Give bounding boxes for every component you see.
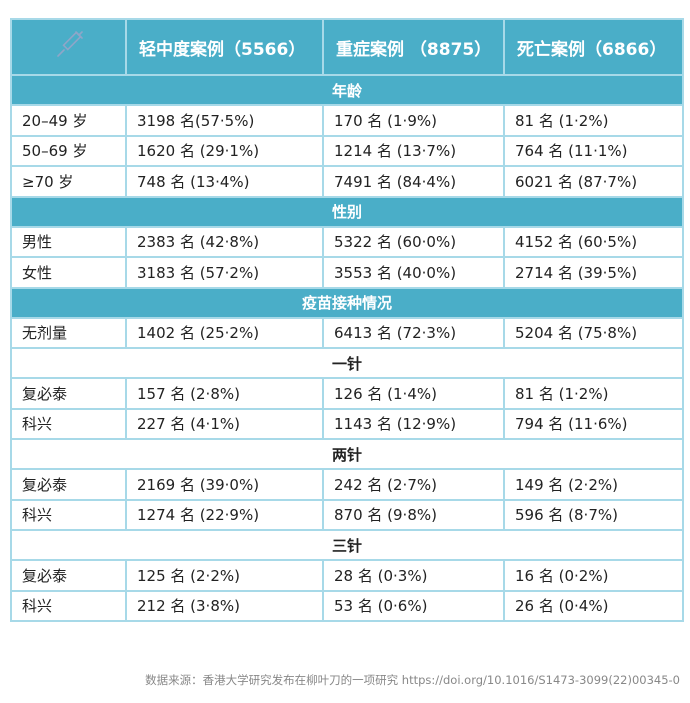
data-cell: 6413 名 (72·3%) [322, 316, 505, 349]
row-label: 复必泰 [10, 377, 127, 410]
header-row: 轻中度案例（5566） 重症案例 （8875） 死亡案例（6866） [10, 18, 684, 76]
data-row: 复必泰 2169 名 (39·0%) 242 名 (2·7%) 149 名 (2·2%… [10, 468, 684, 501]
data-cell: 764 名 (11·1%) [503, 134, 684, 167]
data-row: 科兴 1274 名 (22·9%) 870 名 (9·8%) 596 名 (8·7%) [10, 498, 684, 531]
row-label: 复必泰 [10, 468, 127, 501]
section-row: 年龄 [10, 74, 684, 106]
data-row: 无剂量 1402 名 (25·2%) 6413 名 (72·3%) 5204 名 (7… [10, 316, 684, 349]
section-title: 年龄 [10, 74, 684, 106]
data-row: ≥70 岁 748 名 (13·4%) 7491 名 (84·4%) 6021 名 (… [10, 165, 684, 198]
data-cell: 7491 名 (84·4%) [322, 165, 505, 198]
section-title: 疫苗接种情况 [10, 286, 684, 319]
data-row: 科兴 227 名 (4·1%) 1143 名 (12·9%) 794 名 (11·6%… [10, 407, 684, 440]
data-cell: 794 名 (11·6%) [503, 407, 684, 440]
row-label: 50–69 岁 [10, 134, 127, 167]
data-cell: 81 名 (1·2%) [503, 104, 684, 137]
data-cell: 157 名 (2·8%) [125, 377, 324, 410]
row-label: 复必泰 [10, 559, 127, 592]
data-cell: 870 名 (9·8%) [322, 498, 505, 531]
data-cell: 149 名 (2·2%) [503, 468, 684, 501]
section-row: 一针 [10, 347, 684, 379]
data-row: 20–49 岁 3198 名(57·5%) 170 名 (1·9%) 81 名 (1·… [10, 104, 684, 137]
data-cell: 3198 名(57·5%) [125, 104, 324, 137]
row-label: 女性 [10, 256, 127, 289]
data-cell: 26 名 (0·4%) [503, 589, 684, 622]
header-cell: 轻中度案例（5566） [125, 18, 324, 76]
data-row: 男性 2383 名 (42·8%) 5322 名 (60·0%) 4152 名 (60… [10, 225, 684, 258]
section-title: 三针 [10, 529, 684, 561]
section-row: 两针 [10, 438, 684, 470]
data-cell: 5204 名 (75·8%) [503, 316, 684, 349]
data-cell: 16 名 (0·2%) [503, 559, 684, 592]
icon-cell [10, 18, 127, 76]
data-cell: 1143 名 (12·9%) [322, 407, 505, 440]
data-cell: 242 名 (2·7%) [322, 468, 505, 501]
data-cell: 227 名 (4·1%) [125, 407, 324, 440]
data-cell: 1620 名 (29·1%) [125, 134, 324, 167]
data-cell: 125 名 (2·2%) [125, 559, 324, 592]
data-cell: 2169 名 (39·0%) [125, 468, 324, 501]
data-cell: 2383 名 (42·8%) [125, 225, 324, 258]
data-cell: 5322 名 (60·0%) [322, 225, 505, 258]
source-note: 数据来源：香港大学研究发布在柳叶刀的一项研究 https://doi.org/1… [145, 673, 680, 687]
row-label: 无剂量 [10, 316, 127, 349]
header-cell: 死亡案例（6866） [503, 18, 684, 76]
row-label: 科兴 [10, 498, 127, 531]
data-cell: 6021 名 (87·7%) [503, 165, 684, 198]
data-cell: 170 名 (1·9%) [322, 104, 505, 137]
data-row: 50–69 岁 1620 名 (29·1%) 1214 名 (13·7%) 764 名… [10, 134, 684, 167]
data-cell: 81 名 (1·2%) [503, 377, 684, 410]
data-cell: 4152 名 (60·5%) [503, 225, 684, 258]
data-cell: 3553 名 (40·0%) [322, 256, 505, 289]
data-cell: 28 名 (0·3%) [322, 559, 505, 592]
data-cell: 212 名 (3·8%) [125, 589, 324, 622]
data-cell: 126 名 (1·4%) [322, 377, 505, 410]
data-row: 女性 3183 名 (57·2%) 3553 名 (40·0%) 2714 名 (39… [10, 256, 684, 289]
section-row: 性别 [10, 195, 684, 228]
data-cell: 53 名 (0·6%) [322, 589, 505, 622]
data-cell: 596 名 (8·7%) [503, 498, 684, 531]
data-table: 轻中度案例（5566） 重症案例 （8875） 死亡案例（6866） 年龄 20–… [10, 18, 684, 622]
row-label: ≥70 岁 [10, 165, 127, 198]
section-title: 两针 [10, 438, 684, 470]
data-row: 科兴 212 名 (3·8%) 53 名 (0·6%) 26 名 (0·4%) [10, 589, 684, 622]
table-body: 轻中度案例（5566） 重症案例 （8875） 死亡案例（6866） 年龄 20–… [10, 18, 684, 622]
row-label: 科兴 [10, 407, 127, 440]
row-label: 男性 [10, 225, 127, 258]
section-row: 疫苗接种情况 [10, 286, 684, 319]
data-cell: 748 名 (13·4%) [125, 165, 324, 198]
header-cell: 重症案例 （8875） [322, 18, 505, 76]
data-cell: 1214 名 (13·7%) [322, 134, 505, 167]
section-title: 性别 [10, 195, 684, 228]
data-row: 复必泰 125 名 (2·2%) 28 名 (0·3%) 16 名 (0·2%) [10, 559, 684, 592]
data-row: 复必泰 157 名 (2·8%) 126 名 (1·4%) 81 名 (1·2%) [10, 377, 684, 410]
syringe-icon [56, 30, 83, 57]
row-label: 科兴 [10, 589, 127, 622]
data-cell: 3183 名 (57·2%) [125, 256, 324, 289]
data-cell: 1402 名 (25·2%) [125, 316, 324, 349]
data-cell: 2714 名 (39·5%) [503, 256, 684, 289]
row-label: 20–49 岁 [10, 104, 127, 137]
section-row: 三针 [10, 529, 684, 561]
section-title: 一针 [10, 347, 684, 379]
data-cell: 1274 名 (22·9%) [125, 498, 324, 531]
